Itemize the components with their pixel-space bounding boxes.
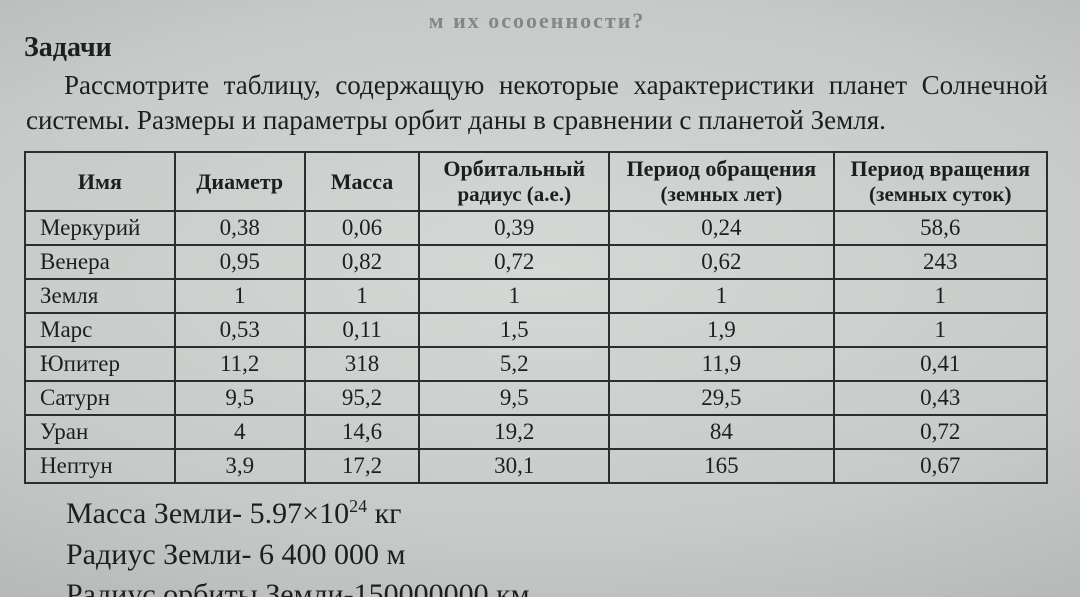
cell-diam: 4 xyxy=(175,415,305,449)
cell-name: Уран xyxy=(25,415,175,449)
table-body: Меркурий 0,38 0,06 0,39 0,24 58,6 Венера… xyxy=(25,211,1047,483)
cell-mass: 318 xyxy=(305,347,420,381)
col-rot: Период вращения(земных суток) xyxy=(834,152,1047,211)
earth-orbit-value: 150000000 км xyxy=(354,578,530,597)
earth-radius-line: Радиус Земли- 6 400 000 м xyxy=(66,535,1052,576)
cell-rev: 29,5 xyxy=(609,381,833,415)
cell-rot: 1 xyxy=(834,279,1047,313)
earth-mass-label: Масса Земли- xyxy=(66,497,242,530)
cell-orb: 0,39 xyxy=(419,211,609,245)
cell-orb: 19,2 xyxy=(419,415,609,449)
cell-orb: 1,5 xyxy=(419,313,609,347)
cell-mass: 17,2 xyxy=(305,449,420,483)
cell-name: Марс xyxy=(25,313,175,347)
table-row: Сатурн 9,5 95,2 9,5 29,5 0,43 xyxy=(25,381,1047,415)
earth-orbit-line: Радиус орбиты Земли-150000000 км xyxy=(66,575,1052,597)
col-orbit: Орбитальныйрадиус (а.е.) xyxy=(419,152,609,211)
col-rev: Период обращения(земных лет) xyxy=(609,152,833,211)
cell-mass: 95,2 xyxy=(305,381,420,415)
cell-rev: 11,9 xyxy=(609,347,833,381)
section-heading: Задачи xyxy=(24,32,1052,64)
cell-diam: 1 xyxy=(175,279,305,313)
col-name: Имя xyxy=(25,152,175,211)
cell-rot: 243 xyxy=(834,245,1047,279)
cell-mass: 0,11 xyxy=(305,313,420,347)
cell-orb: 5,2 xyxy=(419,347,609,381)
cell-rot: 0,43 xyxy=(834,381,1047,415)
cell-diam: 11,2 xyxy=(175,347,305,381)
task-paragraph: Рассмотрите таблицу, содержащую некоторы… xyxy=(26,68,1048,137)
earth-radius-value: 6 400 000 м xyxy=(251,538,405,571)
table-row: Меркурий 0,38 0,06 0,39 0,24 58,6 xyxy=(25,211,1047,245)
table-row: Марс 0,53 0,11 1,5 1,9 1 xyxy=(25,313,1047,347)
cell-rot: 0,67 xyxy=(834,449,1047,483)
earth-mass-unit: кг xyxy=(367,497,401,530)
cell-name: Юпитер xyxy=(25,347,175,381)
table-row: Венера 0,95 0,82 0,72 0,62 243 xyxy=(25,245,1047,279)
cell-name: Нептун xyxy=(25,449,175,483)
cell-orb: 0,72 xyxy=(419,245,609,279)
cell-name: Земля xyxy=(25,279,175,313)
page: м их осооенности? Задачи Рассмотрите таб… xyxy=(0,0,1080,597)
earth-mass-exp: 24 xyxy=(349,496,367,516)
table-row: Нептун 3,9 17,2 30,1 165 0,67 xyxy=(25,449,1047,483)
cell-rev: 1 xyxy=(609,279,833,313)
table-header-row: Имя Диаметр Масса Орбитальныйрадиус (а.е… xyxy=(25,152,1047,211)
earth-mass-line: Масса Земли- 5.97×1024 кг xyxy=(66,494,1052,535)
col-diam: Диаметр xyxy=(175,152,305,211)
cell-rev: 84 xyxy=(609,415,833,449)
cell-rot: 0,72 xyxy=(834,415,1047,449)
cell-rot: 58,6 xyxy=(834,211,1047,245)
cell-orb: 9,5 xyxy=(419,381,609,415)
cell-orb: 1 xyxy=(419,279,609,313)
constants-block: Масса Земли- 5.97×1024 кг Радиус Земли- … xyxy=(66,494,1052,597)
cutoff-top-text: м их осооенности? xyxy=(22,8,1052,34)
cell-diam: 3,9 xyxy=(175,449,305,483)
cell-rot: 0,41 xyxy=(834,347,1047,381)
cell-diam: 0,53 xyxy=(175,313,305,347)
earth-radius-label: Радиус Земли- xyxy=(66,538,251,571)
cell-diam: 0,38 xyxy=(175,211,305,245)
cell-rot: 1 xyxy=(834,313,1047,347)
cell-name: Сатурн xyxy=(25,381,175,415)
cell-name: Меркурий xyxy=(25,211,175,245)
table-row: Юпитер 11,2 318 5,2 11,9 0,41 xyxy=(25,347,1047,381)
earth-mass-coeff: 5.97×10 xyxy=(242,497,349,530)
cell-mass: 1 xyxy=(305,279,420,313)
planets-table: Имя Диаметр Масса Орбитальныйрадиус (а.е… xyxy=(24,151,1048,484)
cell-name: Венера xyxy=(25,245,175,279)
cell-diam: 9,5 xyxy=(175,381,305,415)
table-row: Уран 4 14,6 19,2 84 0,72 xyxy=(25,415,1047,449)
cell-mass: 0,06 xyxy=(305,211,420,245)
cell-orb: 30,1 xyxy=(419,449,609,483)
cell-rev: 165 xyxy=(609,449,833,483)
earth-orbit-label: Радиус орбиты Земли- xyxy=(66,578,354,597)
cell-mass: 14,6 xyxy=(305,415,420,449)
table-row: Земля 1 1 1 1 1 xyxy=(25,279,1047,313)
col-mass: Масса xyxy=(305,152,420,211)
cell-diam: 0,95 xyxy=(175,245,305,279)
cell-rev: 0,62 xyxy=(609,245,833,279)
cell-rev: 1,9 xyxy=(609,313,833,347)
cell-rev: 0,24 xyxy=(609,211,833,245)
cell-mass: 0,82 xyxy=(305,245,420,279)
